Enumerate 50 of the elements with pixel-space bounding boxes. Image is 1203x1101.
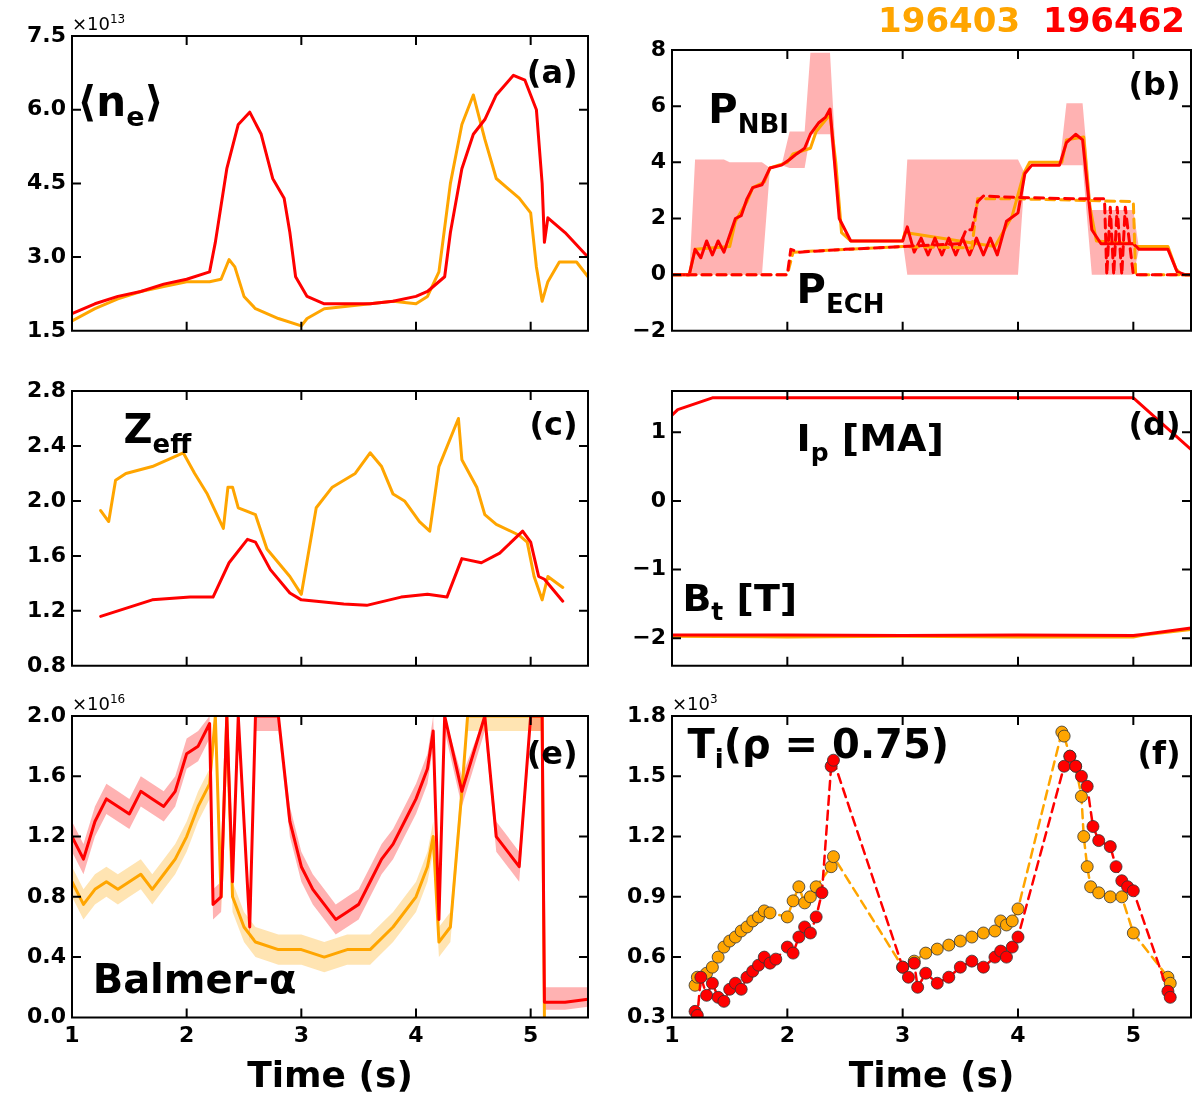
y-tick-label: 2.8 [27,376,66,402]
y-tick-label: 0 [650,486,666,512]
y-tick-label: 1.2 [27,596,66,622]
y-tick-label: 1.2 [27,822,66,848]
y-tick-label: 7.5 [27,21,66,47]
x-tick-label: 4 [408,1022,424,1048]
y-tick-label: 8 [650,35,666,61]
y-tick-label: 0 [650,260,666,286]
x-axis-title: Time (s) [848,1053,1015,1095]
y-tick-label: 1.6 [27,762,66,787]
y-tick-label: 0.8 [27,882,66,908]
y-tick-label: 1 [650,417,666,443]
x-tick-label: 5 [523,1022,539,1048]
y-tick-label: 1.5 [627,762,666,787]
x-tick-label: 3 [293,1022,309,1048]
annotation: (b) [1128,64,1181,103]
y-tick-label: 3.0 [27,242,66,268]
y-tick-label: 0.3 [627,1003,666,1029]
y-tick-label: 4.5 [27,169,66,195]
y-tick-label: 0.0 [27,1003,66,1029]
y-tick-label: 2.0 [27,701,66,727]
y-tick-label: 1.6 [27,541,66,567]
y-tick-label: 1.2 [627,822,666,848]
x-tick-label: 5 [1125,1022,1141,1048]
y-tick-label: 0.4 [27,942,66,968]
x-tick-label: 2 [779,1022,795,1048]
y-tick-label: 0.8 [27,651,66,677]
text: 196403 [878,0,1021,40]
x-tick-label: 4 [1010,1022,1026,1048]
annotation: Balmer-α [92,956,297,1003]
y-tick-label: −2 [632,624,666,650]
text: 196462 [1043,0,1186,40]
y-tick-label: 1.5 [27,316,66,342]
x-tick-label: 3 [895,1022,911,1048]
y-tick-label: 2 [650,204,666,230]
y-tick-label: 1.8 [627,701,666,727]
y-tick-label: 0.6 [627,942,666,968]
annotation: (a) [526,53,578,92]
y-tick-label: 2.0 [27,486,66,512]
annotation: (c) [529,404,578,443]
y-tick-label: 4 [650,148,666,174]
y-tick-label: −1 [632,555,666,581]
y-tick-label: 6 [650,91,666,117]
y-tick-label: 2.4 [27,431,66,457]
y-tick-label: 0.9 [627,882,666,908]
x-axis-title: Time (s) [247,1053,413,1095]
x-tick-label: 2 [179,1022,195,1048]
y-tick-label: 6.0 [27,95,66,121]
annotation: (f) [1137,734,1181,773]
y-tick-label: −2 [632,316,666,342]
